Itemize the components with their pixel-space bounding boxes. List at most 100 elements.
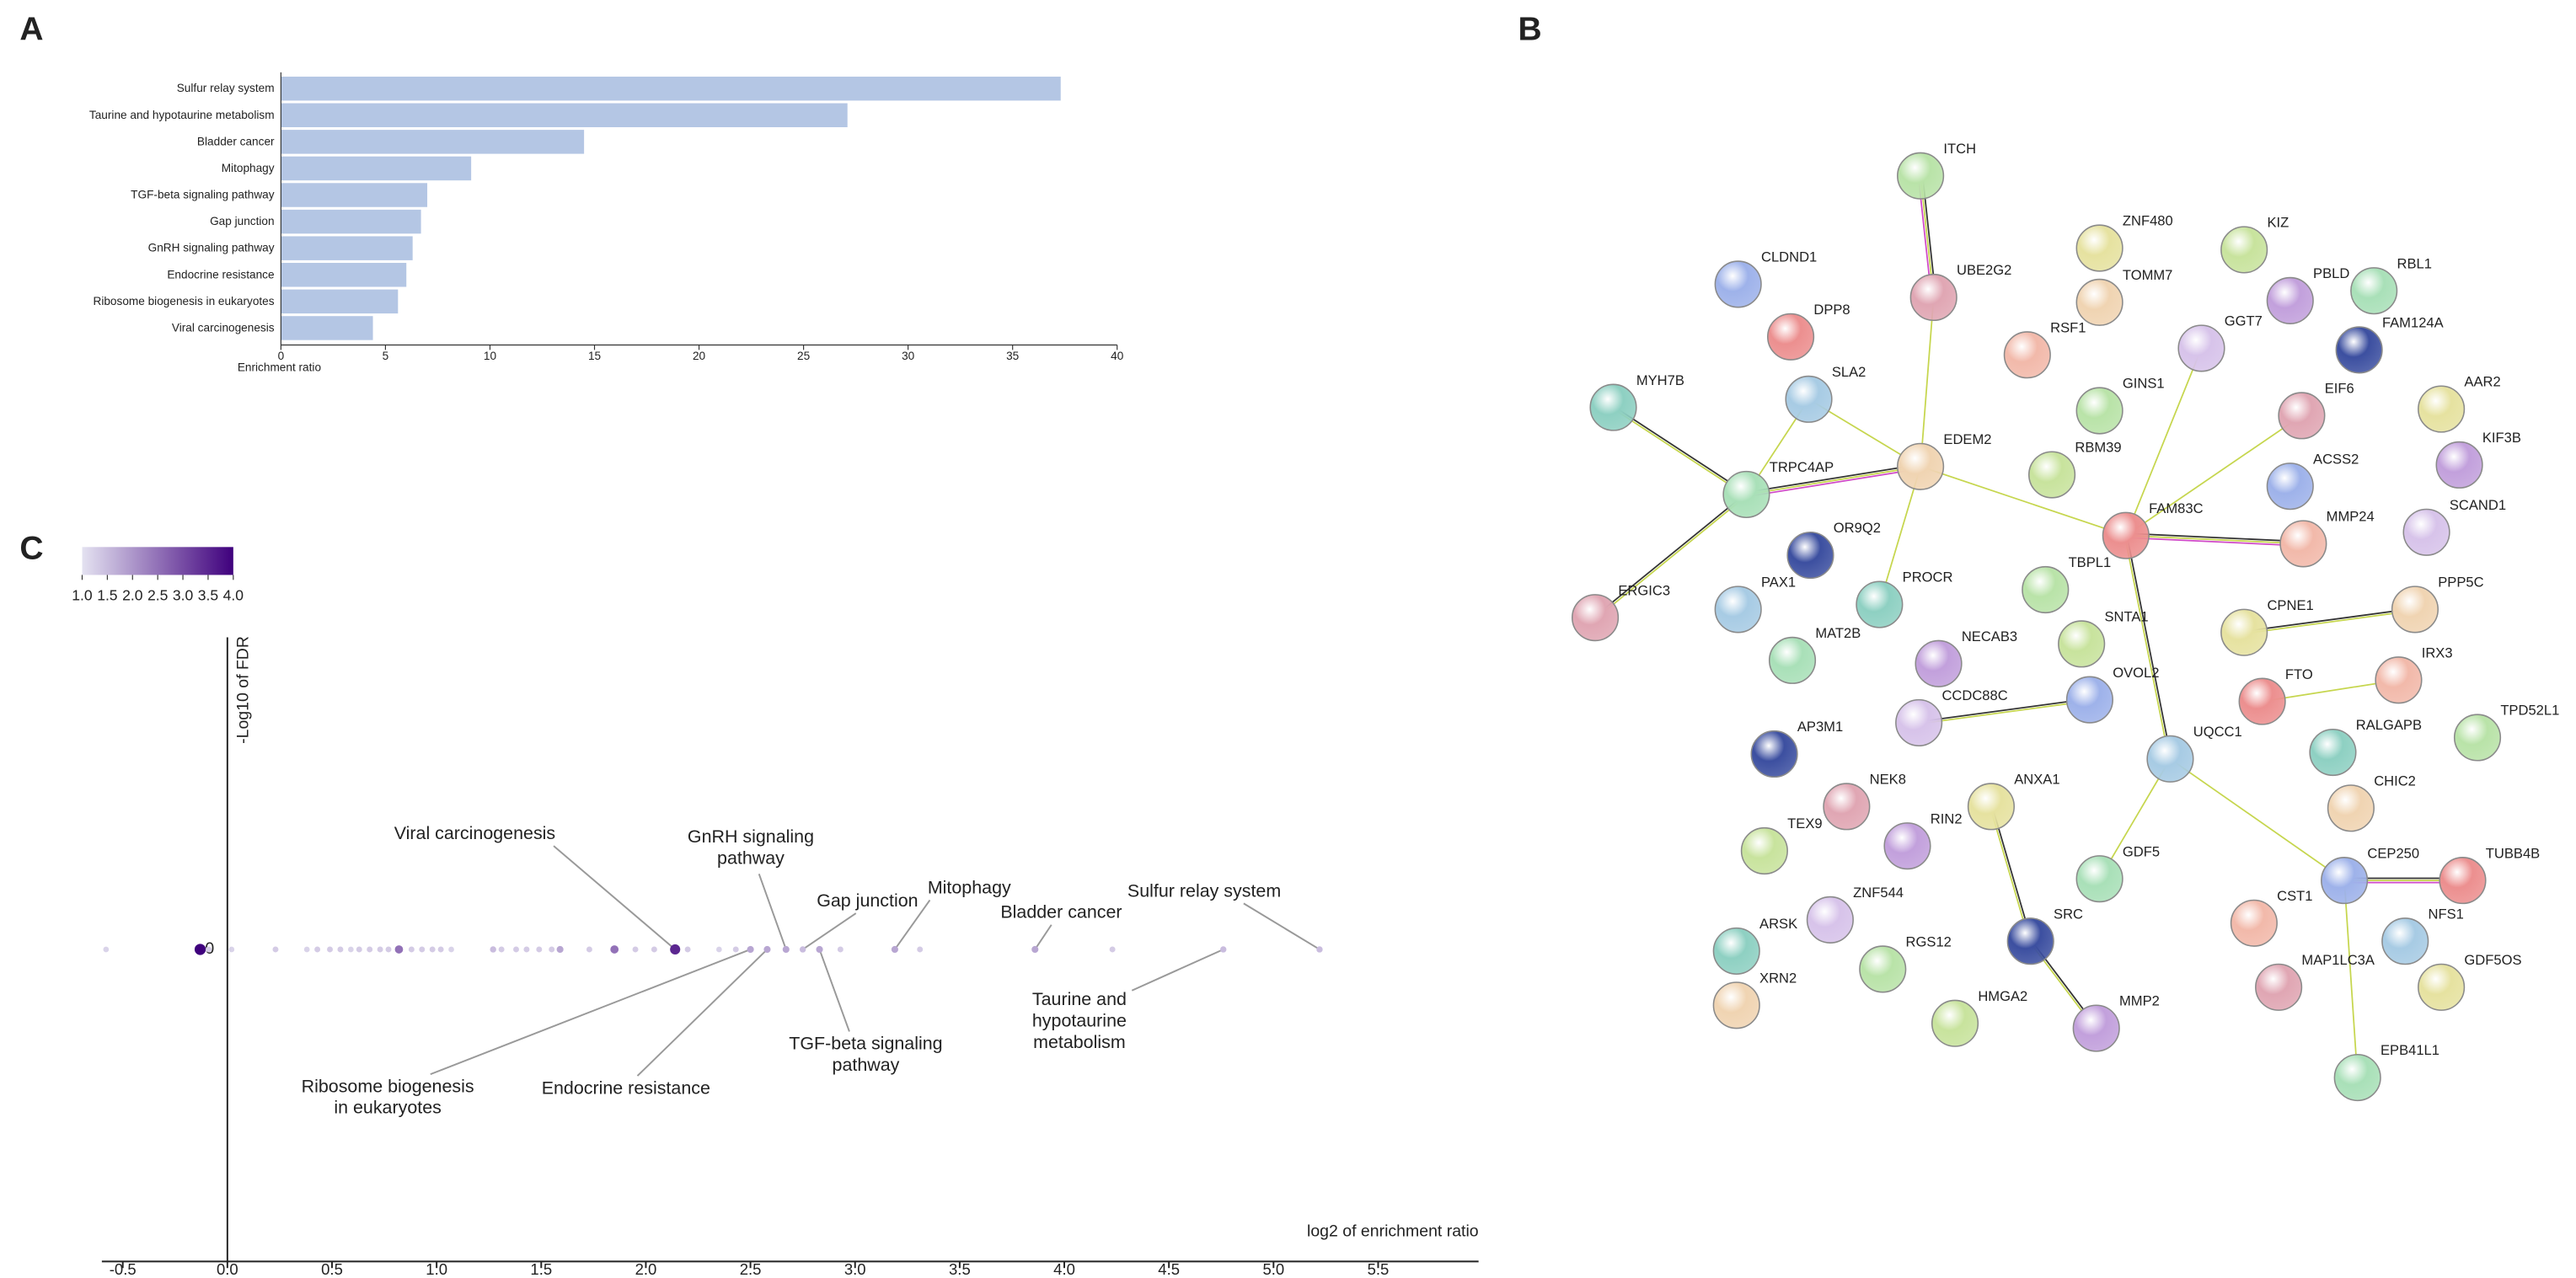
node-label: SLA2 [1832,364,1866,380]
node-label: NFS1 [2429,906,2464,922]
annotation: metabolism [1033,1032,1126,1052]
bar [281,156,472,181]
node-label: UQCC1 [2193,724,2242,740]
point [408,946,415,953]
category-label: Gap junction [210,215,275,227]
point [799,946,806,953]
edge [1613,405,1748,495]
node [2402,508,2450,556]
edge [2126,535,2172,759]
node [2278,392,2326,440]
node-label: CHIC2 [2374,773,2416,789]
x-tick-label: 1.5 [530,1260,552,1278]
x-tick-label: 3.5 [949,1260,971,1278]
point [670,944,681,955]
point [1031,945,1039,954]
node [2255,963,2303,1011]
bar [281,183,428,207]
colorbar-tick-label: 3.5 [198,586,219,603]
node-label: HMGA2 [1978,988,2027,1004]
point [747,945,754,954]
point [103,946,110,953]
colorbar-tick-label: 1.0 [72,586,93,603]
edge [1745,463,1920,494]
bar [281,130,585,154]
x-tick-label: 5.0 [1262,1260,1284,1278]
annotation-leader [818,949,850,1032]
panel-label: C [19,531,43,567]
point [651,946,657,953]
node-label: MAP1LC3A [2301,952,2375,968]
edge [2124,348,2203,537]
node-label: SNTA1 [2104,609,2148,625]
annotation: Bladder cancer [1000,902,1122,922]
point [1109,946,1116,953]
node-label: TUBB4B [2486,845,2540,861]
node [1895,698,1943,747]
x-axis-label: log2 of enrichment ratio [1307,1222,1479,1240]
node-label: MYH7B [1636,372,1684,388]
point [367,946,373,953]
node [1589,383,1637,431]
node-label: TOMM7 [2123,267,2173,283]
edge [1878,466,1921,605]
point [715,946,722,953]
node [1856,580,1904,628]
node-label: XRN2 [1759,970,1797,986]
point [782,945,790,954]
node-label: PPP5C [2438,575,2483,591]
node [2439,857,2487,905]
annotation-leader [430,949,751,1076]
node-label: TRPC4AP [1770,459,1834,475]
node-label: SRC [2054,906,2083,922]
node [2453,714,2502,762]
node-label: NECAB3 [1962,628,2017,644]
point [314,946,321,953]
bar [281,209,421,234]
node [1714,260,1762,308]
node-label: ZNF480 [2123,213,2173,229]
point [513,946,519,953]
point [917,946,924,953]
x-tick-label: 40 [1111,350,1124,362]
node [2230,899,2278,947]
edge [2125,534,2304,545]
point [490,946,496,953]
x-tick-label: 0.5 [321,1260,343,1278]
annotation: Viral carcinogenesis [394,823,555,843]
annotation: Endocrine resistance [542,1077,710,1098]
edge [1918,698,2090,723]
node-label: NEK8 [1870,772,1906,788]
edge [2125,414,2302,537]
node [1785,375,1833,423]
annotation: Gap junction [817,890,918,911]
node-label: RIN2 [1931,810,1963,826]
node [2418,963,2466,1011]
bar [281,289,399,314]
node [2321,857,2369,905]
point [549,946,555,953]
node [2266,463,2314,511]
point [684,946,691,953]
x-tick-label: 2.0 [635,1260,657,1278]
node [2065,676,2113,724]
colorbar-tick-label: 4.0 [223,586,244,603]
point [610,945,619,954]
node-label: OR9Q2 [1834,520,1881,536]
point [377,946,383,953]
node [1859,945,1907,993]
node-label: FAM124A [2382,315,2445,331]
edge [1920,465,2127,537]
point [356,946,362,953]
annotation: Ribosome biogenesis [302,1076,474,1096]
node [1823,783,1871,831]
node [2075,855,2123,903]
x-tick-label: 20 [693,350,706,362]
x-tick-label: 5 [383,350,389,362]
node-label: AP3M1 [1797,719,1843,735]
node-label: GGT7 [2225,313,2263,329]
annotation-leader [1243,902,1320,950]
node [2102,511,2150,559]
annotation-leader [758,873,787,950]
edge [1593,493,1747,618]
